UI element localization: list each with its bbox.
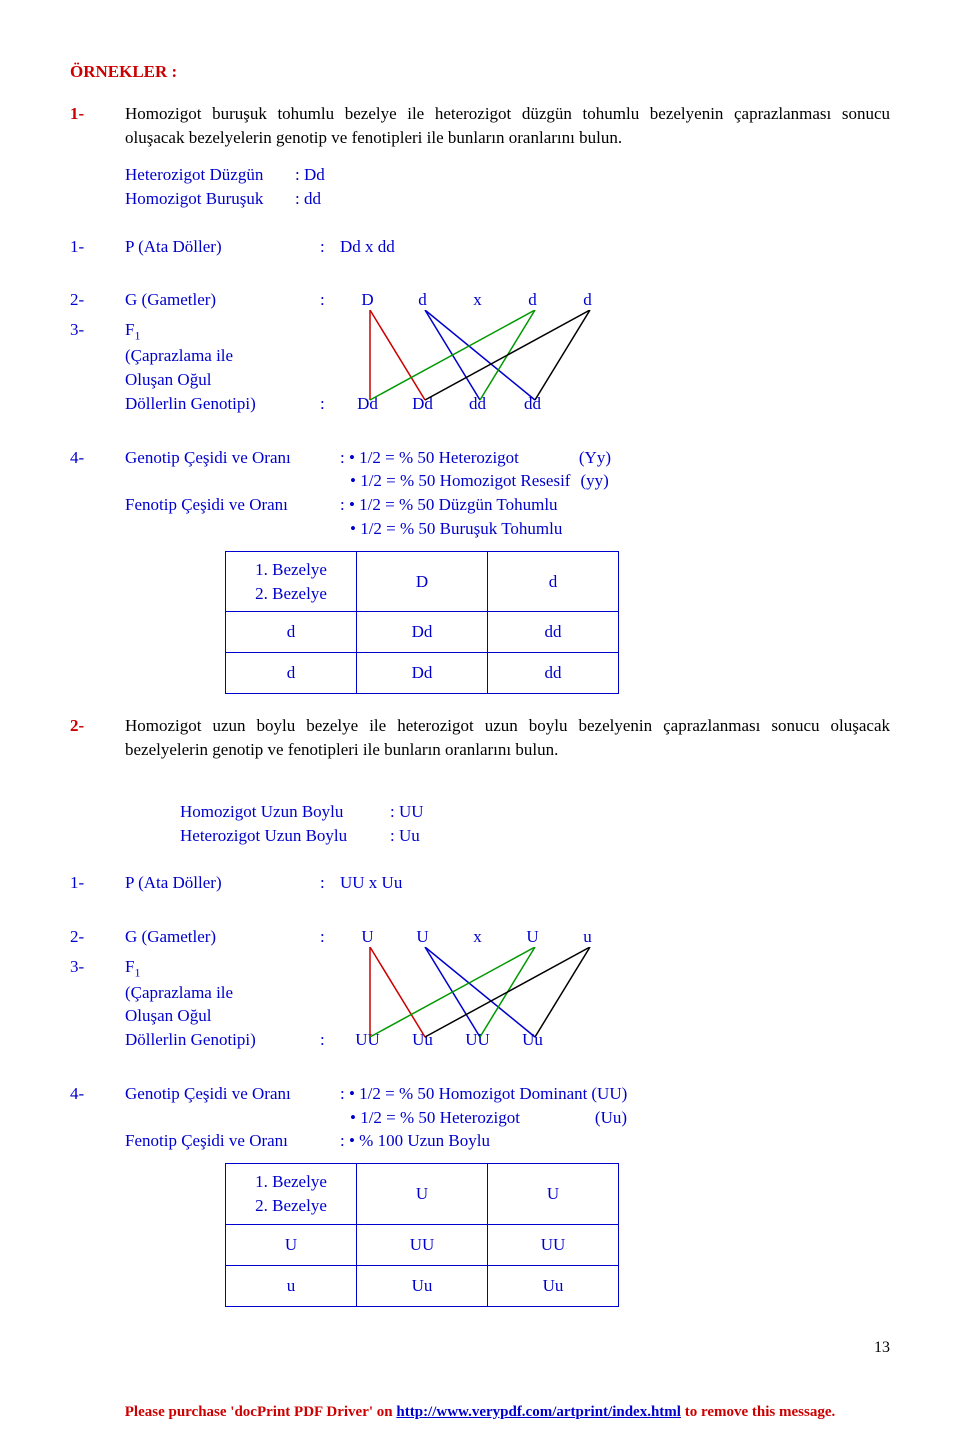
colon: :	[320, 235, 340, 259]
q2-g-1: U	[395, 925, 450, 949]
q1-pun-r0c0: Dd	[357, 612, 488, 653]
q2-pun-r0c0: UU	[357, 1224, 488, 1265]
f-l3: Oluşan Oğul	[125, 1006, 211, 1025]
q1-def1-v: : Dd	[295, 165, 325, 184]
q2-def1-k: Homozigot Uzun Boylu	[180, 800, 390, 824]
footer-pre: Please purchase 'docPrint PDF Driver' on	[125, 1404, 397, 1420]
q1-pun-r0c1: dd	[488, 612, 619, 653]
q1-text: Homozigot buruşuk tohumlu bezelye ile he…	[125, 102, 890, 150]
q1-geno-label: Genotip Çeşidi ve Oranı	[125, 446, 340, 470]
q2-pun-r1c0: Uu	[357, 1265, 488, 1306]
colon: :	[320, 392, 340, 416]
f-l2: (Çaprazlama ile	[125, 346, 233, 365]
q2-pun-r0h: U	[226, 1224, 357, 1265]
q2-g-4: u	[560, 925, 615, 949]
q1-feno-l4: • 1/2 = % 50 Buruşuk Tohumlu	[340, 517, 562, 541]
q1-g-0: D	[340, 288, 395, 312]
q2-gametes: U U x U u	[340, 925, 890, 949]
q2-step3-num: 3-	[70, 955, 125, 1053]
q2-punnett-table: 1. Bezelye2. Bezelye U U U UU UU u Uu Uu	[225, 1163, 619, 1307]
q1-pun-r1c1: dd	[488, 653, 619, 694]
q1-step1-num: 1-	[70, 235, 125, 259]
f-sub: 1	[134, 329, 140, 343]
f-l4: Döllerlin Genotipi)	[125, 394, 256, 413]
q1-g-1: d	[395, 288, 450, 312]
f-l4: Döllerlin Genotipi)	[125, 1030, 256, 1049]
q1-geno-l1: : • 1/2 = % 50 Heterozigot(Yy)	[340, 446, 611, 470]
q2-geno-l2: • 1/2 = % 50 Heterozigot(Uu)	[340, 1106, 627, 1130]
q1-g-4: d	[560, 288, 615, 312]
colon: :	[320, 1028, 340, 1052]
q2-step1-num: 1-	[70, 871, 125, 895]
f-l3: Oluşan Oğul	[125, 370, 211, 389]
q1-g-3: d	[505, 288, 560, 312]
q1-number: 1-	[70, 102, 125, 126]
watermark-footer: Please purchase 'docPrint PDF Driver' on…	[0, 1402, 960, 1423]
q1-step2-label: G (Gametler)	[125, 288, 320, 312]
page-number: 13	[70, 1337, 890, 1359]
footer-post: to remove this message.	[681, 1404, 835, 1420]
q1-pun-c0: D	[357, 551, 488, 612]
q1-def1-k: Heterozigot Düzgün	[125, 163, 295, 187]
q2-step1-label: P (Ata Döller)	[125, 871, 320, 895]
q2-geno-label: Genotip Çeşidi ve Oranı	[125, 1082, 340, 1106]
q2-pun-r0c1: UU	[488, 1224, 619, 1265]
q2-def2-k: Heterozigot Uzun Boylu	[180, 824, 390, 848]
q1-punnett-table: 1. Bezelye2. Bezelye D d d Dd dd d Dd dd	[225, 551, 619, 695]
q2-g-2: x	[450, 925, 505, 949]
q2-pun-c1: U	[488, 1164, 619, 1225]
q2-step1-val: UU x Uu	[340, 871, 890, 895]
q2-feno-l3: : • % 100 Uzun Boylu	[340, 1129, 490, 1153]
colon: :	[320, 871, 340, 895]
q2-g-3: U	[505, 925, 560, 949]
f-sub: 1	[134, 965, 140, 979]
q2-pun-c0: U	[357, 1164, 488, 1225]
q1-pun-r1h: d	[226, 653, 357, 694]
q2-pun-r1h: u	[226, 1265, 357, 1306]
examples-header: ÖRNEKLER :	[70, 60, 890, 84]
q2-number: 2-	[70, 714, 125, 738]
q2-pun-hdr: 1. Bezelye2. Bezelye	[226, 1164, 357, 1225]
colon: :	[320, 288, 340, 312]
q1-definitions: Heterozigot Düzgün: Dd Homozigot Buruşuk…	[125, 163, 890, 211]
q1-step1-val: Dd x dd	[340, 235, 890, 259]
q1-pun-r0h: d	[226, 612, 357, 653]
q2-geno-l1: : • 1/2 = % 50 Homozigot Dominant(UU)	[340, 1082, 627, 1106]
q1-gametes: D d x d d	[340, 288, 890, 312]
q1-step3-label: F1 (Çaprazlama ile Oluşan Oğul Döllerlin…	[125, 318, 320, 416]
q1-step1-label: P (Ata Döller)	[125, 235, 320, 259]
q2-def1-v: : UU	[390, 802, 424, 821]
q1-feno-label: Fenotip Çeşidi ve Oranı	[125, 493, 340, 517]
q1-def2-k: Homozigot Buruşuk	[125, 187, 295, 211]
q2-pun-r1c1: Uu	[488, 1265, 619, 1306]
q1-geno-l2: • 1/2 = % 50 Homozigot Resesif(yy)	[340, 469, 609, 493]
q1-def2-v: : dd	[295, 189, 321, 208]
q2-def2-v: : Uu	[390, 826, 420, 845]
q1-pun-hdr: 1. Bezelye2. Bezelye	[226, 551, 357, 612]
q2-step2-label: G (Gametler)	[125, 925, 320, 949]
q1-g-2: x	[450, 288, 505, 312]
q2-step3-label: F1 (Çaprazlama ile Oluşan Oğul Döllerlin…	[125, 955, 320, 1053]
q1-pun-c1: d	[488, 551, 619, 612]
footer-link[interactable]: http://www.verypdf.com/artprint/index.ht…	[396, 1404, 681, 1420]
q1-step4-num: 4-	[70, 446, 125, 470]
f-l2: (Çaprazlama ile	[125, 983, 233, 1002]
colon: :	[320, 925, 340, 949]
q2-cross-diagram	[340, 947, 640, 1042]
q2-text: Homozigot uzun boylu bezelye ile heteroz…	[125, 714, 890, 762]
q2-definitions: Homozigot Uzun Boylu: UU Heterozigot Uzu…	[180, 800, 890, 848]
q1-cross-diagram	[340, 310, 640, 405]
q2-step4-num: 4-	[70, 1082, 125, 1106]
q2-g-0: U	[340, 925, 395, 949]
q1-pun-r1c0: Dd	[357, 653, 488, 694]
q1-step3-num: 3-	[70, 318, 125, 416]
q2-feno-label: Fenotip Çeşidi ve Oranı	[125, 1129, 340, 1153]
q1-step2-num: 2-	[70, 288, 125, 312]
q2-step2-num: 2-	[70, 925, 125, 949]
q1-feno-l3: : • 1/2 = % 50 Düzgün Tohumlu	[340, 493, 558, 517]
